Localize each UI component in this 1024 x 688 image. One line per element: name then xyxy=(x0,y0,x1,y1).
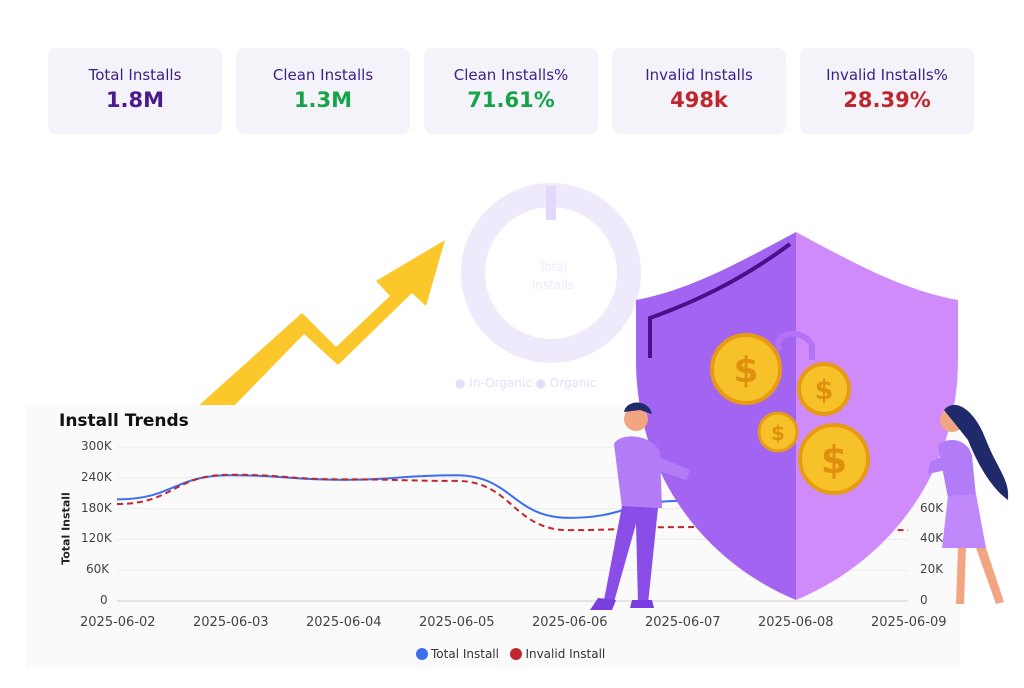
kpi-label: Invalid Installs xyxy=(645,66,753,84)
y-tick: 60K xyxy=(86,562,110,576)
chart-title: Install Trends xyxy=(59,411,189,431)
y-tick: 180K xyxy=(81,501,112,515)
legend-label: Invalid Install xyxy=(525,647,606,661)
legend-item-invalid-install[interactable]: Invalid Install xyxy=(510,647,605,661)
donut-center-line2: Installs xyxy=(531,278,575,292)
dollar-coin-icon: $ xyxy=(797,362,851,416)
shield-icon xyxy=(636,232,958,600)
svg-text:$: $ xyxy=(821,438,847,482)
kpi-label: Clean Installs xyxy=(272,66,374,84)
legend-dot-icon xyxy=(416,648,428,660)
dollar-coin-icon: $ xyxy=(710,333,782,405)
x-tick: 2025-06-08 xyxy=(758,615,834,630)
donut-center-label: Total Installs xyxy=(508,258,598,294)
y-tick: 300K xyxy=(81,439,112,453)
woman-figure-icon xyxy=(928,404,1009,604)
kpi-label: Invalid Installs% xyxy=(826,66,948,84)
donut-slice-marker xyxy=(546,186,556,220)
svg-text:$: $ xyxy=(815,375,834,406)
x-tick: 2025-06-06 xyxy=(532,615,608,630)
arrow-shape xyxy=(196,240,445,408)
kpi-value: 71.61% xyxy=(467,88,555,112)
legend-dot-icon xyxy=(510,648,523,660)
x-tick: 2025-06-04 xyxy=(306,615,382,630)
kpi-label: Clean Installs% xyxy=(453,66,569,84)
donut-legend: ● In-Organic ● Organic xyxy=(455,376,597,390)
y-tick: 120K xyxy=(81,531,112,545)
legend-label: Total Install xyxy=(431,647,499,661)
y2-tick: 0 xyxy=(920,593,928,607)
x-tick: 2025-06-07 xyxy=(645,615,721,630)
legend-item-total-install[interactable]: Total Install xyxy=(416,647,503,661)
x-tick: 2025-06-05 xyxy=(419,615,495,630)
svg-text:$: $ xyxy=(771,421,785,445)
x-tick: 2025-06-02 xyxy=(80,615,156,630)
dollar-coin-icon: $ xyxy=(798,423,870,495)
y-tick: 0 xyxy=(100,593,108,607)
y-tick: 240K xyxy=(81,470,112,484)
y2-tick: 40K xyxy=(920,531,944,545)
x-tick: 2025-06-03 xyxy=(193,615,269,630)
y2-tick: 20K xyxy=(920,562,944,576)
kpi-label: Total Installs xyxy=(88,66,182,84)
kpi-total-installs: Total Installs 1.8M xyxy=(48,48,222,134)
kpi-row: Total Installs 1.8M Clean Installs 1.3M … xyxy=(48,48,976,136)
man-figure-icon xyxy=(590,402,690,610)
y2-tick: 60K xyxy=(920,501,944,515)
kpi-invalid-installs-pct: Invalid Installs% 28.39% xyxy=(800,48,974,134)
svg-text:$: $ xyxy=(733,350,758,391)
kpi-invalid-installs: Invalid Installs 498k xyxy=(612,48,786,134)
kpi-value: 28.39% xyxy=(843,88,931,112)
kpi-value: 1.8M xyxy=(105,88,165,112)
chart-legend: Total Install Invalid Install xyxy=(416,647,605,661)
kpi-clean-installs: Clean Installs 1.3M xyxy=(236,48,410,134)
kpi-value: 498k xyxy=(670,88,728,112)
kpi-value: 1.3M xyxy=(293,88,353,112)
donut-center-line1: Total xyxy=(538,260,568,274)
kpi-clean-installs-pct: Clean Installs% 71.61% xyxy=(424,48,598,134)
x-tick: 2025-06-09 xyxy=(871,615,947,630)
dollar-coin-icon: $ xyxy=(757,411,799,453)
